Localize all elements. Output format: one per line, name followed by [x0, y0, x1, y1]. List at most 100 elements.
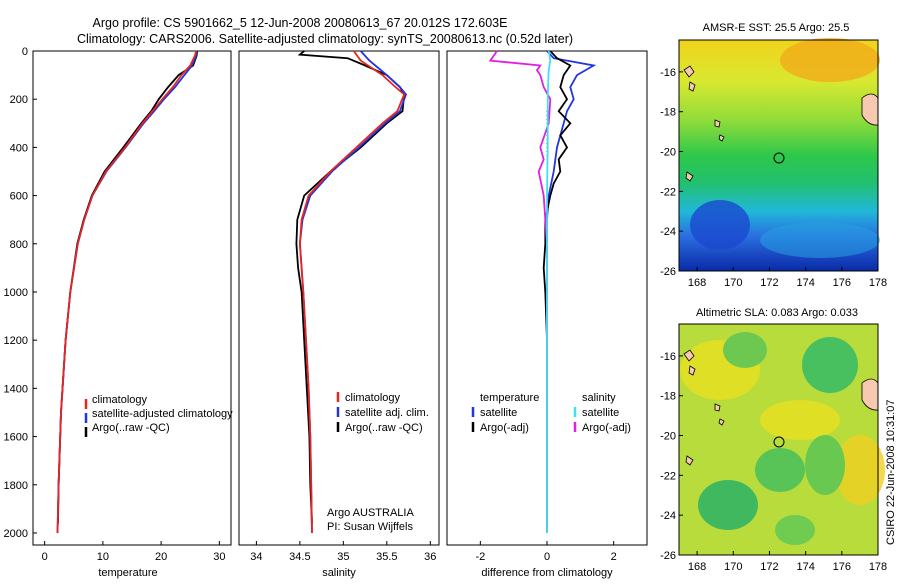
x-tick-label: 0 [42, 551, 48, 563]
map-y-tick-label: -20 [660, 431, 676, 443]
x-tick-label: 34.5 [289, 551, 310, 563]
difference-x-axis: -2 0 2 [475, 541, 617, 563]
x-tick-label: 30 [213, 551, 225, 563]
difference-xlabel: difference from climatology [481, 567, 613, 579]
sla-map-axes: 168 170 172 174 176 178 -16 -18 -20 -22 -24 -26 [660, 351, 887, 573]
salinity-panel: 34 34.5 35 35.5 36 salinity climatology sate… [238, 50, 440, 579]
map-x-tick-label: 174 [796, 277, 814, 289]
pi-note: PI: Susan Wijffels [327, 521, 413, 533]
depth-tick-label: 200 [10, 94, 28, 106]
map-x-tick-label: 170 [724, 277, 742, 289]
sst-cool-patch [690, 200, 750, 250]
argo-position-marker [773, 436, 785, 448]
argo-position-marker [773, 152, 785, 164]
sla-map-frame [678, 323, 879, 556]
map-y-tick-label: -18 [660, 107, 676, 119]
temperature-x-axis: 0 10 20 30 [42, 541, 225, 563]
depth-tick-label: 1600 [4, 432, 28, 444]
sst-map-frame [678, 39, 879, 272]
x-tick-label: 10 [97, 551, 109, 563]
title-line-1: Argo profile: CS 5901662_5 12-Jun-2008 2… [93, 16, 508, 30]
x-tick-label: 0 [544, 551, 550, 563]
map-y-tick-label: -22 [660, 186, 676, 198]
legend-label-argo: Argo(..raw -QC) [92, 422, 170, 434]
depth-tick-label: 600 [10, 191, 28, 203]
island-outline [683, 65, 725, 182]
map-x-tick-label: 178 [869, 277, 887, 289]
legend-label-sal-satellite: satellite [582, 407, 619, 419]
map-y-tick-label: -18 [660, 391, 676, 403]
depth-tick-label: 1000 [4, 287, 28, 299]
depth-axis: 0 200 400 600 800 1000 1200 1400 1600 1800 2000 [4, 46, 37, 540]
x-tick-label: 2 [611, 551, 617, 563]
sla-map-title: Altimetric SLA: 0.083 Argo: 0.033 [696, 307, 858, 319]
map-y-tick-label: -24 [660, 510, 676, 522]
legend-label-temp-argo: Argo(-adj) [480, 422, 529, 434]
sla-high-patch [835, 435, 885, 505]
salinity-legend: climatology satellite adj. clim. Argo(..… [336, 392, 429, 434]
map-x-tick-label: 176 [833, 561, 851, 573]
sla-low-patch [775, 515, 815, 545]
legend-label-argo: Argo(..raw -QC) [345, 422, 423, 434]
x-tick-label: -2 [475, 551, 485, 563]
x-tick-label: 34 [250, 551, 262, 563]
salinity-profiles [295, 50, 408, 534]
sla-low-patch [723, 332, 767, 368]
map-x-tick-label: 172 [760, 277, 778, 289]
difference-panel: -2 0 2 difference from climatology tempera… [446, 50, 648, 579]
depth-tick-label: 800 [10, 239, 28, 251]
sst-map-title: AMSR-E SST: 25.5 Argo: 25.5 [703, 22, 850, 34]
map-y-tick-label: -26 [660, 266, 676, 278]
sst-cool-patch [760, 222, 880, 258]
legend-label-satellite: satellite adj. clim. [345, 407, 429, 419]
map-y-tick-label: -26 [660, 550, 676, 562]
x-tick-label: 20 [155, 551, 167, 563]
map-x-tick-label: 172 [760, 561, 778, 573]
sla-map: Altimetric SLA: 0.083 Argo: 0.033 168 170… [660, 307, 887, 573]
legend-label-temp-satellite: satellite [480, 407, 517, 419]
temperature-panel: 0 200 400 600 800 1000 1200 1400 1600 1800 2000 0 1… [4, 46, 234, 579]
legend-title-temperature: temperature [480, 392, 539, 404]
temperature-profiles [56, 50, 199, 534]
depth-tick-label: 0 [22, 46, 28, 58]
sst-warm-patch [780, 38, 880, 82]
legend-label-sal-argo: Argo(-adj) [582, 422, 631, 434]
legend-label-satellite: satellite-adjusted climatology [92, 408, 233, 420]
sla-low-patch [805, 435, 845, 495]
island-outline [683, 349, 725, 466]
map-x-tick-label: 174 [796, 561, 814, 573]
legend-label-climatology: climatology [345, 392, 401, 404]
series-line-climatology [56, 50, 197, 534]
sla-low-patch [755, 448, 805, 492]
map-y-tick-label: -24 [660, 226, 676, 238]
legend-label-climatology: climatology [92, 394, 148, 406]
depth-tick-label: 1200 [4, 335, 28, 347]
x-tick-label: 35 [337, 551, 349, 563]
map-x-tick-label: 168 [688, 561, 706, 573]
map-y-tick-label: -16 [660, 351, 676, 363]
depth-tick-label: 2000 [4, 528, 28, 540]
series-line-climatology [298, 50, 406, 534]
sla-low-patch [802, 337, 858, 393]
map-x-tick-label: 178 [869, 561, 887, 573]
map-y-tick-label: -16 [660, 67, 676, 79]
depth-tick-label: 1800 [4, 480, 28, 492]
salinity-x-axis: 34 34.5 35 35.5 36 [250, 541, 436, 563]
depth-tick-label: 400 [10, 142, 28, 154]
salinity-xlabel: salinity [322, 567, 356, 579]
salinity-axes-frame [238, 50, 440, 546]
temperature-xlabel: temperature [98, 567, 157, 579]
temperature-axes-frame [32, 50, 232, 546]
map-y-tick-label: -20 [660, 147, 676, 159]
footer-timestamp: CSIRO 22-Jun-2008 10:31:07 [885, 399, 897, 545]
difference-profiles [488, 50, 597, 535]
difference-legend: temperature salinity satellite Argo(-adj… [471, 392, 631, 434]
map-x-tick-label: 170 [724, 561, 742, 573]
legend-title-salinity: salinity [582, 392, 616, 404]
float-owner-note: Argo AUSTRALIA [327, 507, 414, 519]
sst-map-axes: 168 170 172 174 176 178 -16 -18 -20 -22 -24 -26 [660, 67, 887, 289]
map-x-tick-label: 176 [833, 277, 851, 289]
sla-low-patch [698, 480, 758, 530]
x-tick-label: 36 [424, 551, 436, 563]
